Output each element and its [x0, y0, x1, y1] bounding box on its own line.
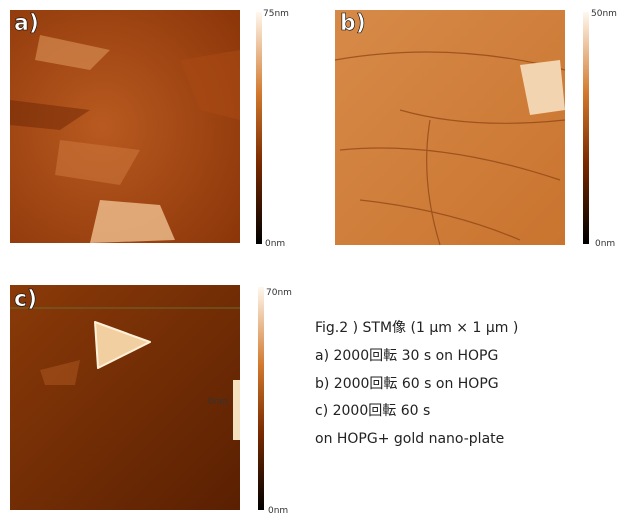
- panel-label: a): [14, 11, 39, 36]
- panel-label: b): [340, 11, 366, 36]
- stm-image: [10, 285, 240, 510]
- scale-min: 0nm: [268, 506, 288, 516]
- caption-title: Fig.2 ) STM像 (1 μm × 1 μm ): [315, 320, 518, 336]
- caption-line: c) 2000回転 60 s: [315, 403, 430, 419]
- panel-label: c): [14, 287, 37, 312]
- caption-line: b) 2000回転 60 s on HOPG: [315, 376, 499, 392]
- color-bar: [256, 12, 262, 244]
- panel-c: c) 70nm 0nm 0nm: [10, 285, 292, 516]
- caption: Fig.2 ) STM像 (1 μm × 1 μm ) a) 2000回転 30…: [315, 320, 518, 447]
- color-bar: [258, 287, 264, 510]
- caption-line: a) 2000回転 30 s on HOPG: [315, 348, 498, 364]
- panel-b: b) 50nm 0nm: [335, 9, 617, 249]
- color-bar: [583, 12, 589, 244]
- panel-a: a) 75nm 0nm: [10, 9, 289, 249]
- scale-max: 50nm: [591, 9, 617, 19]
- caption-line: on HOPG+ gold nano-plate: [315, 431, 504, 447]
- scale-max: 70nm: [266, 288, 292, 298]
- scale-min: 0nm: [595, 239, 615, 249]
- stm-image: [335, 10, 565, 245]
- figure: a) 75nm 0nm b) 50nm 0nm c) 70nm 0nm 0nm …: [0, 0, 623, 517]
- scale-max: 75nm: [263, 9, 289, 19]
- overlay-label: 0nm: [208, 397, 228, 407]
- scale-min: 0nm: [265, 239, 285, 249]
